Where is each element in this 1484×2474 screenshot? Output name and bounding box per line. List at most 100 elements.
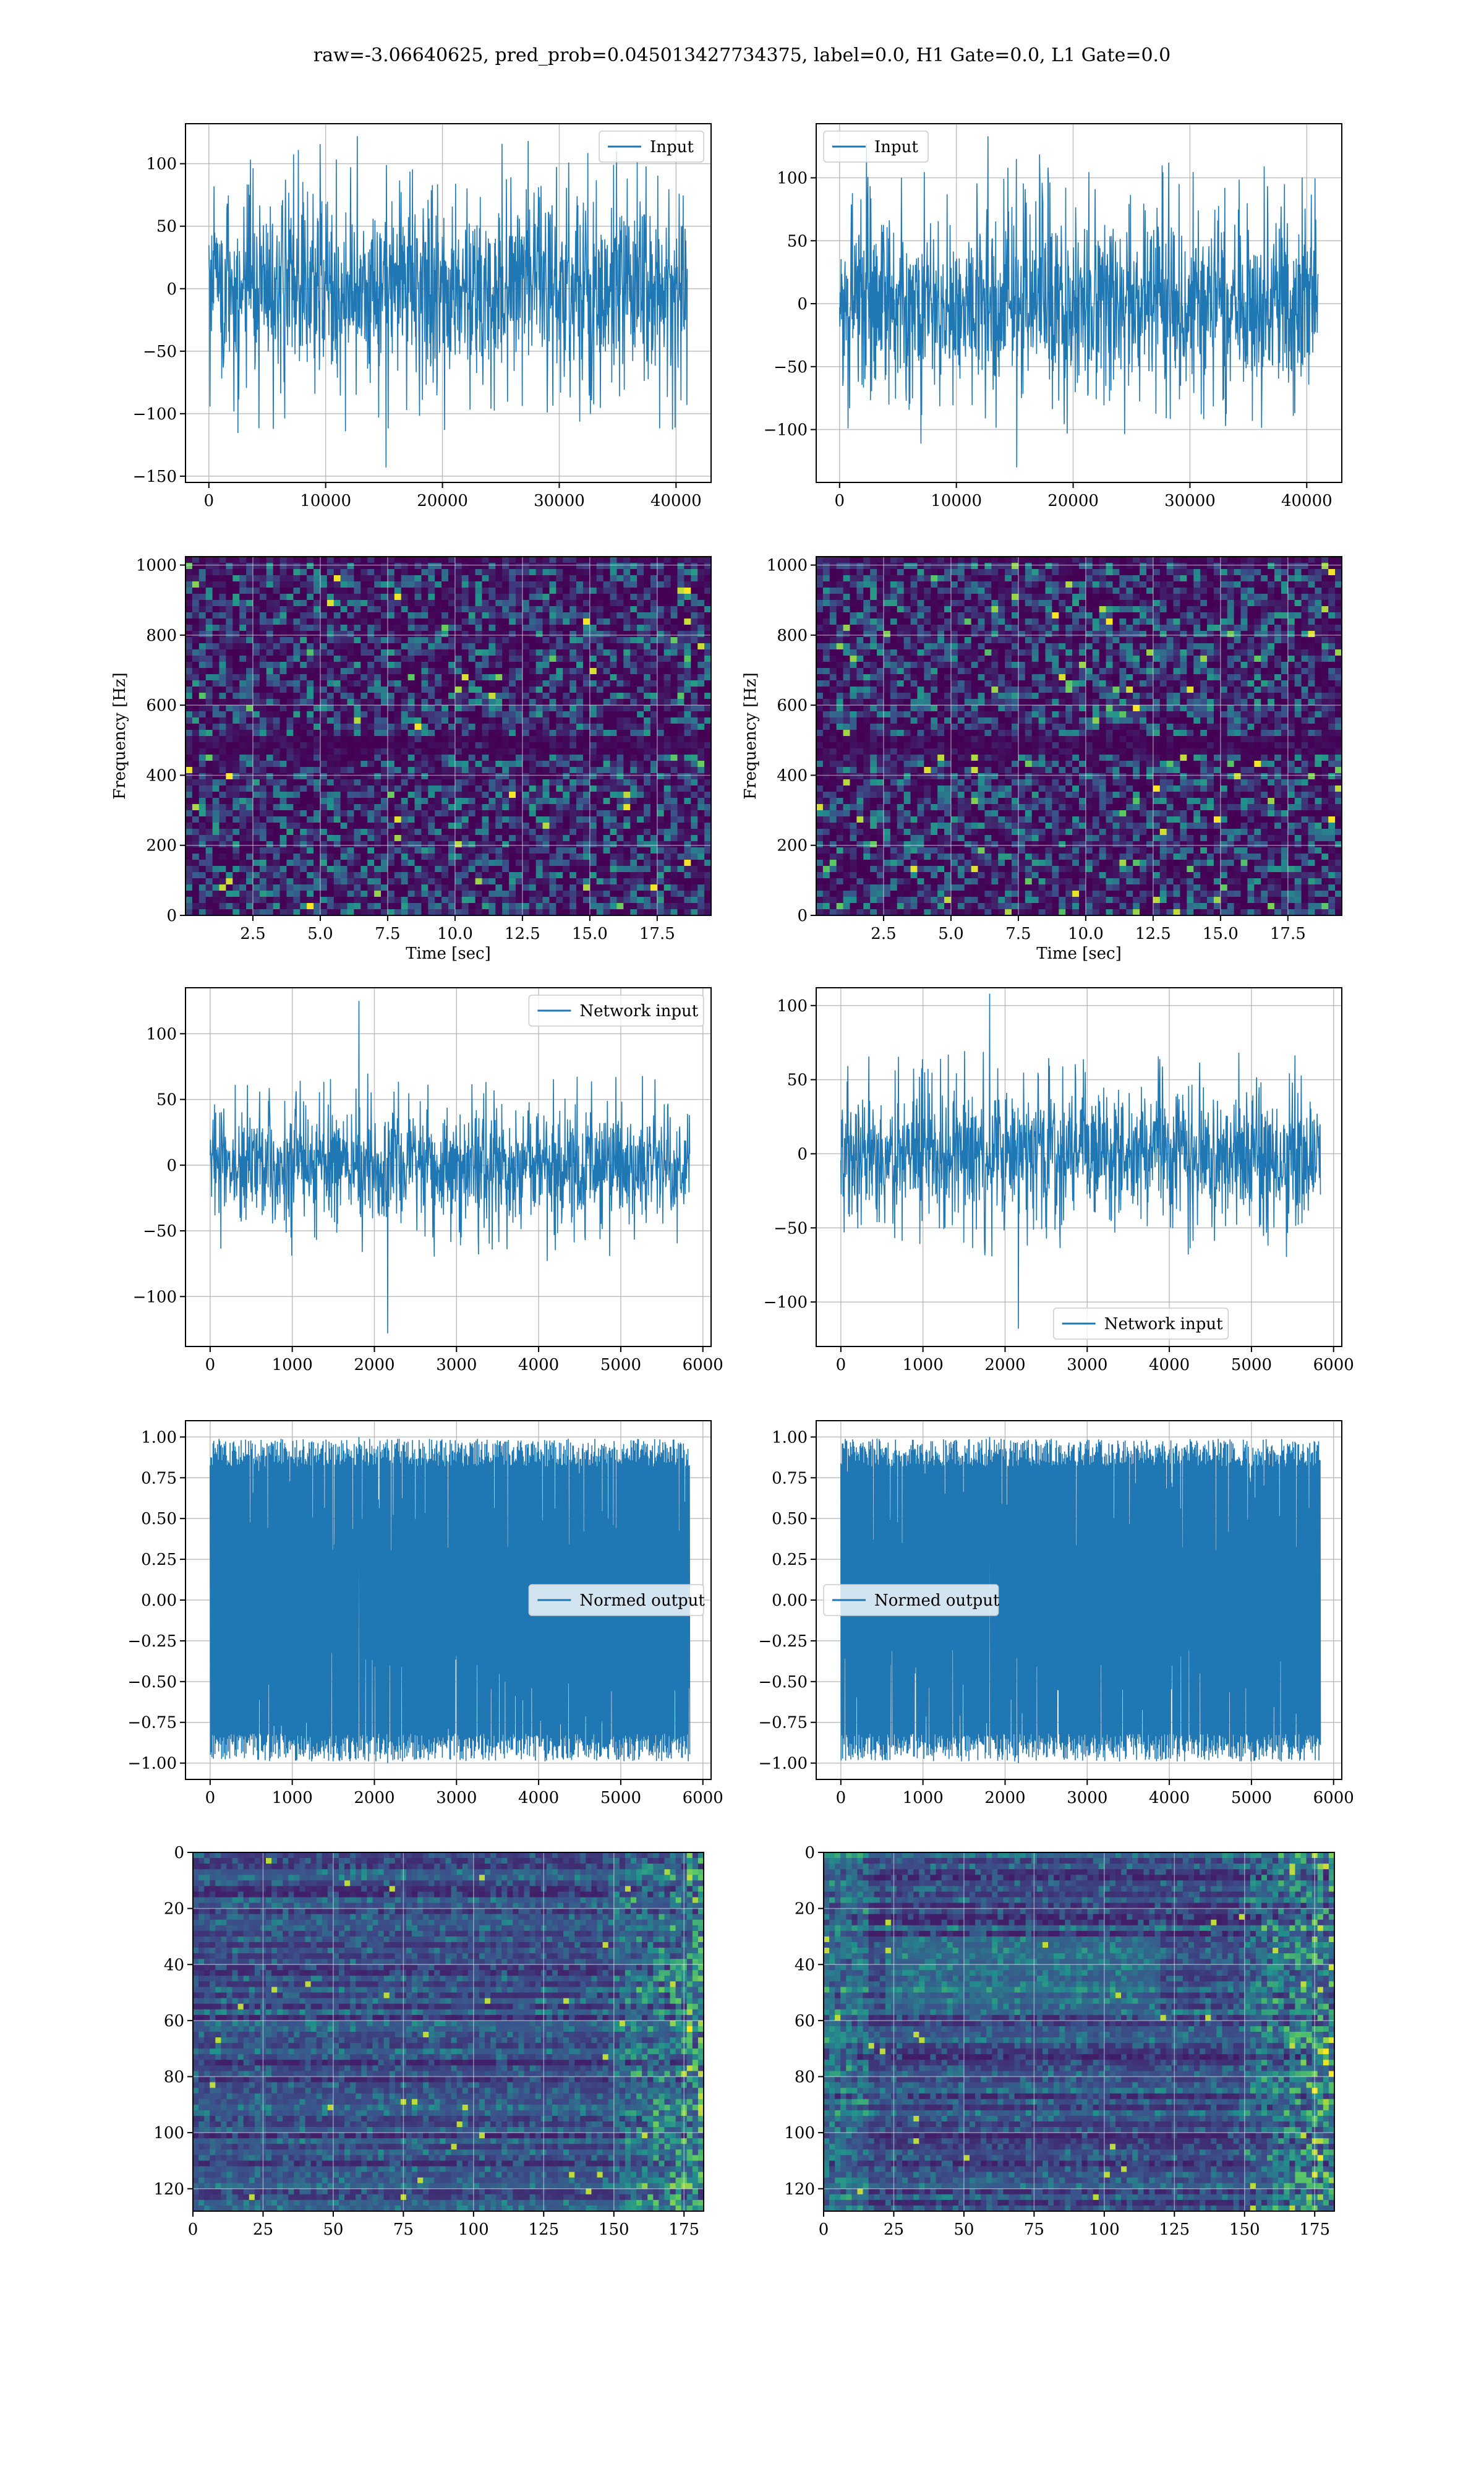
heatmap-cell xyxy=(340,656,348,662)
heatmap-cell xyxy=(313,711,321,718)
heatmap-cell xyxy=(198,792,207,798)
heatmap-cell xyxy=(1072,563,1080,570)
heatmap-cell xyxy=(461,618,469,625)
heatmap-cell xyxy=(219,748,226,755)
heatmap-cell xyxy=(186,600,193,607)
heatmap-cell xyxy=(381,637,388,644)
heatmap-cell xyxy=(407,631,416,638)
heatmap-cell xyxy=(610,724,618,730)
heatmap-cell xyxy=(515,878,523,885)
heatmap-cell xyxy=(273,841,281,848)
heatmap-cell xyxy=(522,823,530,829)
heatmap-cell xyxy=(670,816,678,823)
heatmap-cell xyxy=(522,637,530,644)
heatmap-cell xyxy=(326,785,335,792)
heatmap-cell xyxy=(212,829,220,836)
heatmap-cell xyxy=(232,891,240,897)
heatmap-cell xyxy=(556,884,563,891)
heatmap-cell xyxy=(502,724,510,730)
heatmap-cell xyxy=(340,649,348,656)
heatmap-cell xyxy=(984,575,992,582)
heatmap-cell xyxy=(279,816,288,823)
heatmap-cell xyxy=(421,884,429,891)
heatmap-cell xyxy=(454,835,463,842)
heatmap-cell xyxy=(529,872,537,879)
heatmap-cell xyxy=(360,872,368,879)
heatmap-cell xyxy=(522,755,530,761)
heatmap-cell xyxy=(461,767,469,774)
heatmap-cell xyxy=(704,816,712,823)
heatmap-cell xyxy=(488,656,496,662)
heatmap-cell xyxy=(461,687,469,693)
heatmap-cell xyxy=(252,748,260,755)
heatmap-cell xyxy=(475,600,483,607)
heatmap-cell xyxy=(354,841,361,848)
heatmap-cell xyxy=(623,829,631,836)
y-tick-label: 100 xyxy=(146,155,177,174)
y-axis-label: Frequency [Hz] xyxy=(111,672,129,800)
heatmap-cell xyxy=(589,903,597,910)
heatmap-cell xyxy=(677,581,685,588)
heatmap-cell xyxy=(401,643,409,650)
heatmap-cell xyxy=(232,897,240,904)
heatmap-cell xyxy=(1261,575,1268,582)
heatmap-cell xyxy=(610,588,618,594)
heatmap-cell xyxy=(1153,557,1161,563)
heatmap-cell xyxy=(374,705,382,712)
heatmap-cell xyxy=(326,594,335,601)
heatmap-cell xyxy=(441,662,449,669)
heatmap-cell xyxy=(475,662,483,669)
heatmap-cell xyxy=(1315,569,1322,576)
heatmap-cell xyxy=(670,594,678,601)
heatmap-cell xyxy=(1012,557,1019,563)
heatmap-cell xyxy=(313,785,321,792)
heatmap-cell xyxy=(407,829,416,836)
heatmap-cell xyxy=(333,841,341,848)
heatmap-cell xyxy=(448,637,456,644)
heatmap-cell xyxy=(535,717,544,724)
heatmap-cell xyxy=(610,773,618,780)
heatmap-cell xyxy=(475,699,483,706)
heatmap-cell xyxy=(307,785,314,792)
heatmap-cell xyxy=(266,835,274,842)
heatmap-cell xyxy=(870,575,877,582)
heatmap-cell xyxy=(421,909,429,916)
heatmap-cell xyxy=(556,569,563,576)
heatmap-cell xyxy=(576,581,584,588)
heatmap-cell xyxy=(468,755,476,761)
heatmap-cell xyxy=(394,625,402,631)
heatmap-cell xyxy=(259,792,267,798)
heatmap-cell xyxy=(340,835,348,842)
heatmap-cell xyxy=(259,810,267,817)
heatmap-cell xyxy=(246,804,254,811)
heatmap-cell xyxy=(569,810,577,817)
heatmap-cell xyxy=(697,699,705,706)
heatmap-cell xyxy=(219,717,226,724)
heatmap-cell xyxy=(950,575,958,582)
heatmap-cell xyxy=(307,897,314,904)
heatmap-cell xyxy=(441,804,449,811)
heatmap-cell xyxy=(333,581,341,588)
heatmap-cell xyxy=(582,563,591,570)
heatmap-cell xyxy=(1159,575,1167,582)
heatmap-cell xyxy=(663,798,672,805)
heatmap-cell xyxy=(246,581,254,588)
heatmap-cell xyxy=(535,748,544,755)
heatmap-cell xyxy=(1287,575,1295,582)
heatmap-cell xyxy=(374,693,382,700)
heatmap-cell xyxy=(461,643,469,650)
heatmap-cell xyxy=(630,903,638,910)
heatmap-cell xyxy=(644,773,651,780)
heatmap-cell xyxy=(246,594,254,601)
heatmap-cell xyxy=(381,563,388,570)
heatmap-cell xyxy=(475,637,483,644)
heatmap-cell xyxy=(610,841,618,848)
heatmap-cell xyxy=(650,575,658,582)
heatmap-cell xyxy=(360,569,368,576)
x-tick-label: 10000 xyxy=(300,492,351,510)
heatmap-cell xyxy=(670,823,678,829)
heatmap-cell xyxy=(515,557,523,563)
heatmap-cell xyxy=(300,680,307,687)
heatmap-cell xyxy=(354,872,361,879)
heatmap-cell xyxy=(630,730,638,737)
